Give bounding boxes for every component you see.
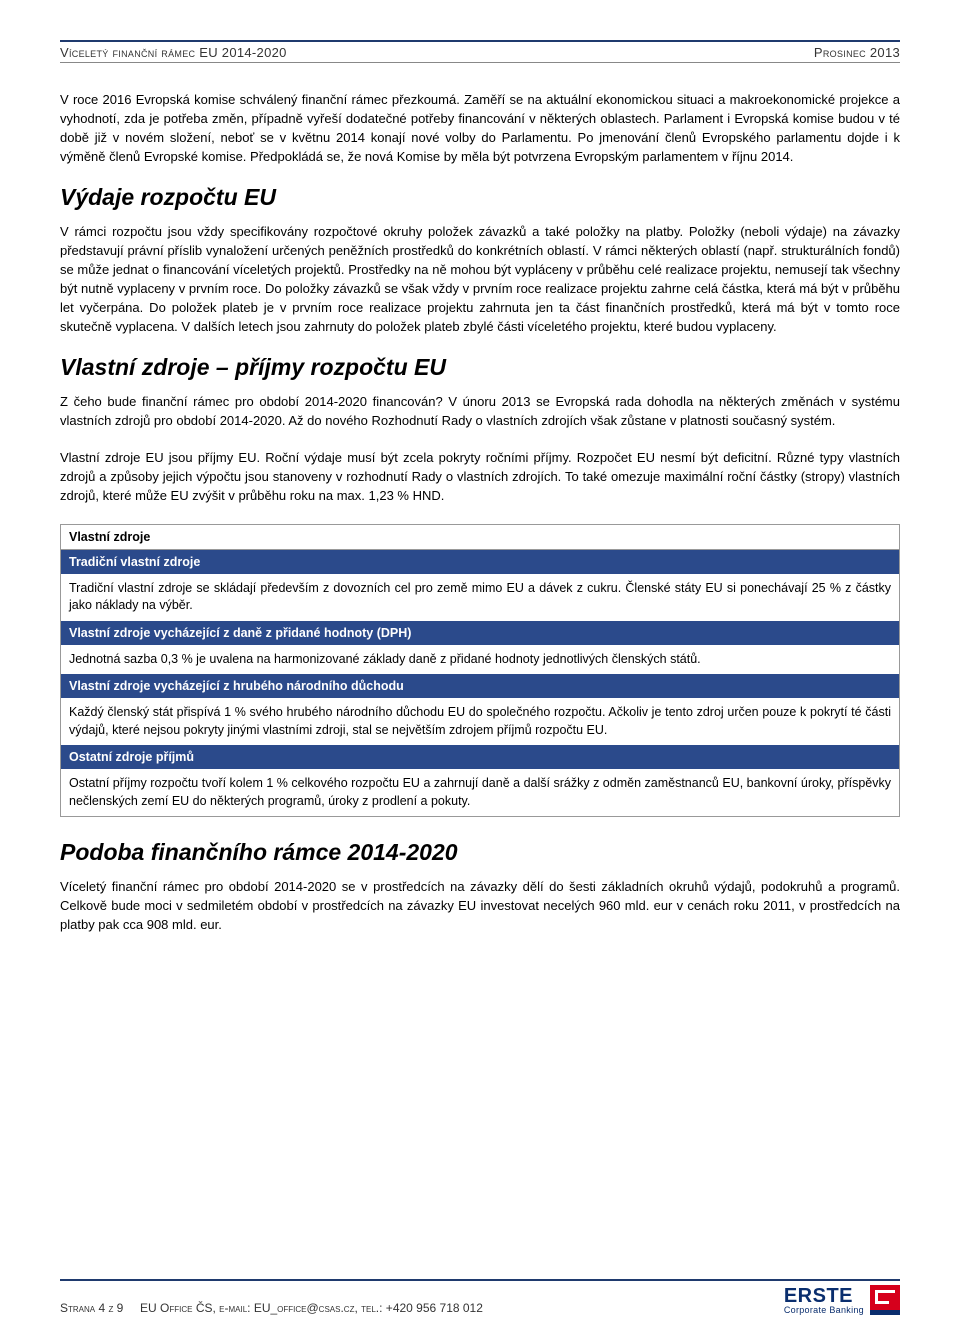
section-heading-vlastni-zdroje: Vlastní zdroje – příjmy rozpočtu EU — [60, 354, 900, 381]
header-underline — [60, 62, 900, 63]
table-cell: Každý členský stát přispívá 1 % svého hr… — [61, 698, 899, 745]
footer-left: Strana 4 z 9 EU Office ČS, e-mail: EU_of… — [60, 1301, 483, 1315]
header-left: Víceletý finanční rámec EU 2014-2020 — [60, 45, 287, 60]
sec1-paragraph: V rámci rozpočtu jsou vždy specifikovány… — [60, 223, 900, 336]
footer-contact: EU Office ČS, e-mail: EU_office@csas.cz,… — [140, 1301, 483, 1315]
logo-mark-icon — [870, 1285, 900, 1315]
top-rule — [60, 40, 900, 42]
logo-main: ERSTE — [784, 1286, 864, 1306]
sec3-paragraph: Víceletý finanční rámec pro období 2014-… — [60, 878, 900, 935]
table-head: Vlastní zdroje — [61, 525, 899, 550]
footer-page: Strana 4 z 9 — [60, 1301, 123, 1315]
table-subhead: Vlastní zdroje vycházející z daně z přid… — [61, 621, 899, 645]
table-cell: Ostatní příjmy rozpočtu tvoří kolem 1 % … — [61, 769, 899, 816]
intro-paragraph: V roce 2016 Evropská komise schválený fi… — [60, 91, 900, 166]
page: Víceletý finanční rámec EU 2014-2020 Pro… — [0, 0, 960, 1343]
table-subhead: Vlastní zdroje vycházející z hrubého nár… — [61, 674, 899, 698]
table-subhead: Ostatní zdroje příjmů — [61, 745, 899, 769]
section-heading-vydaje: Výdaje rozpočtu EU — [60, 184, 900, 211]
footer: Strana 4 z 9 EU Office ČS, e-mail: EU_of… — [60, 1279, 900, 1315]
table-subhead: Tradiční vlastní zdroje — [61, 550, 899, 574]
header-right: Prosinec 2013 — [814, 45, 900, 60]
logo-text: ERSTE Corporate Banking — [784, 1286, 864, 1315]
logo-sub: Corporate Banking — [784, 1306, 864, 1315]
table-cell: Jednotná sazba 0,3 % je uvalena na harmo… — [61, 645, 899, 675]
header-row: Víceletý finanční rámec EU 2014-2020 Pro… — [60, 45, 900, 60]
sec2-paragraph-1: Z čeho bude finanční rámec pro období 20… — [60, 393, 900, 431]
table-cell: Tradiční vlastní zdroje se skládají před… — [61, 574, 899, 621]
own-resources-table: Vlastní zdroje Tradiční vlastní zdroje T… — [60, 524, 900, 818]
section-heading-podoba: Podoba finančního rámce 2014-2020 — [60, 839, 900, 866]
erste-logo: ERSTE Corporate Banking — [784, 1285, 900, 1315]
sec2-paragraph-2: Vlastní zdroje EU jsou příjmy EU. Roční … — [60, 449, 900, 506]
